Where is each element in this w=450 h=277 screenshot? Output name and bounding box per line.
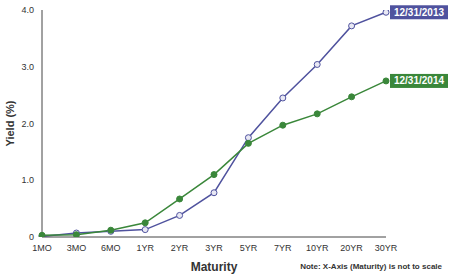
svg-text:Yield (%): Yield (%) — [8, 100, 16, 146]
svg-text:30YR: 30YR — [375, 243, 398, 253]
svg-text:12/31/2013: 12/31/2013 — [394, 7, 442, 18]
svg-text:3MO: 3MO — [67, 243, 87, 253]
svg-text:1.0: 1.0 — [21, 175, 34, 185]
svg-text:1YR: 1YR — [136, 243, 154, 253]
svg-text:2.0: 2.0 — [21, 119, 34, 129]
svg-text:20YR: 20YR — [340, 243, 363, 253]
svg-text:3.0: 3.0 — [21, 62, 34, 72]
svg-text:2YR: 2YR — [171, 243, 189, 253]
svg-text:4.0: 4.0 — [21, 5, 34, 15]
svg-text:10YR: 10YR — [306, 243, 329, 253]
svg-text:6MO: 6MO — [101, 243, 121, 253]
svg-text:1MO: 1MO — [32, 243, 52, 253]
html-text:Note: X-Axis (Maturity) is not: Note: X-Axis (Maturity) is not to scale — [300, 262, 442, 271]
svg-text:3YR: 3YR — [205, 243, 223, 253]
svg-text:7YR: 7YR — [274, 243, 292, 253]
svg-text:12/31/2014: 12/31/2014 — [394, 75, 442, 86]
svg-text:0: 0 — [29, 232, 34, 242]
svg-text:Maturity: Maturity — [191, 260, 238, 274]
svg-text:5YR: 5YR — [240, 243, 258, 253]
